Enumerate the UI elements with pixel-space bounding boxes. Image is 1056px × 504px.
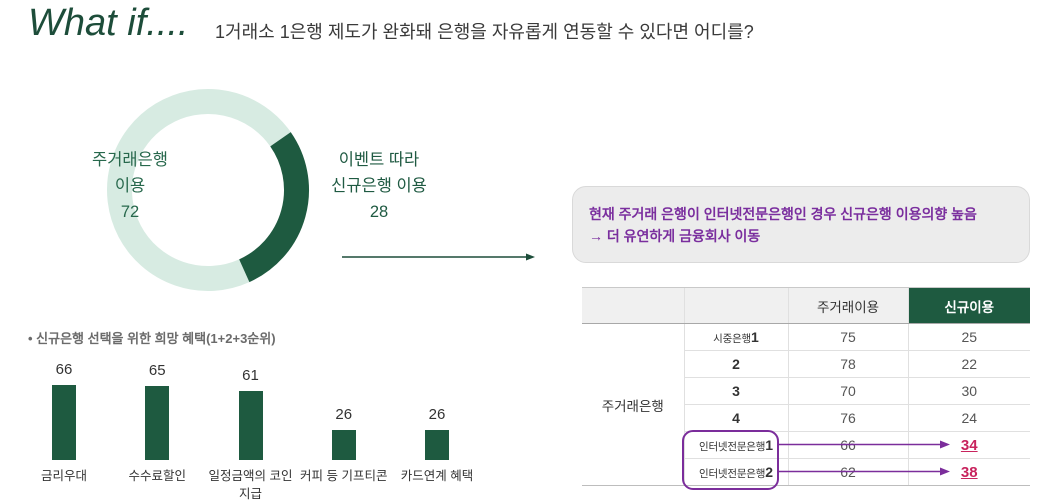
table-header-empty [582, 287, 684, 324]
new-use-value: 24 [907, 404, 1030, 432]
table-row: 4 76 24 [582, 404, 1030, 432]
bar-category-label: 커피 등 기프티콘 [300, 469, 388, 483]
bar [238, 390, 263, 460]
table-header-new-use: 신규이용 [907, 287, 1030, 324]
main-use-value: 78 [787, 350, 908, 378]
bar [425, 430, 449, 460]
bank-rank: 3 [732, 383, 740, 399]
flow-arrow-head [526, 253, 535, 261]
donut-label-line: 신규은행 이용 [331, 177, 427, 195]
main-use-value: 75 [787, 323, 908, 351]
bar-value-label: 66 [55, 361, 73, 378]
donut-label-main-bank: 주거래은행 이용 72 [60, 147, 200, 225]
page-subtitle: 1거래소 1은행 제도가 완화돼 은행을 자유롭게 연동할 수 있다면 어디를? [215, 22, 754, 42]
bank-rank: 1 [751, 328, 759, 345]
table-header-empty [683, 287, 788, 324]
donut-label-line: 이용 [114, 177, 146, 195]
bar-chart-title: • 신규은행 선택을 위한 희망 혜택(1+2+3순위) [28, 331, 276, 346]
donut-slice-1 [238, 132, 309, 283]
bar-chart: 66 금리우대 65 수수료할인 61 일정금액의 코인 지급 26 커피 등 기프티콘 26 카… [0, 340, 520, 504]
new-use-value: 25 [907, 323, 1030, 351]
table-header-row: 주거래이용 신규이용 [582, 287, 1030, 324]
comparison-table: 주거래이용 신규이용 주거래은행 시중은행1 75 25 2 78 22 3 70 30 4 76 24 인터… [582, 287, 1030, 486]
table-row: 주거래은행 시중은행1 75 25 [582, 323, 1030, 486]
insight-callout: 현재 주거래 은행이 인터넷전문은행인 경우 신규은행 이용의향 높음 → 더 … [572, 186, 1030, 263]
main-use-value: 62 [787, 458, 908, 486]
table-body: 주거래은행 시중은행1 75 25 2 78 22 3 70 30 4 76 24 인터넷전문은행1 66 3… [582, 323, 1030, 486]
bar-value-label: 65 [148, 362, 166, 380]
bank-label: 3 [683, 377, 788, 405]
table-row: 2 78 22 [582, 350, 1030, 378]
donut-chart [107, 89, 309, 291]
donut-label-line: 주거래은행 [92, 151, 168, 169]
donut-slice-0 [107, 89, 291, 291]
main-use-value: 66 [787, 431, 908, 459]
new-use-value: 34 [907, 431, 1030, 459]
row-group-label: 주거래은행 [582, 323, 684, 486]
new-use-value-highlight: 38 [960, 463, 978, 481]
bank-rank: 4 [732, 410, 740, 426]
bank-label: 인터넷전문은행2 [683, 458, 788, 486]
main-use-value: 70 [787, 377, 908, 405]
bar-value-label: 26 [335, 406, 353, 424]
callout-line: → 더 유연하게 금융회사 이동 [589, 228, 761, 244]
bar [52, 385, 76, 460]
bank-type: 인터넷전문은행 [698, 440, 766, 453]
page-title: What if.... [28, 2, 189, 44]
donut-value: 72 [120, 203, 140, 221]
bar-category-label: 카드연계 혜택 [400, 469, 474, 483]
bank-label: 시중은행1 [683, 323, 788, 351]
bar [331, 430, 356, 460]
table-row: 3 70 30 [582, 377, 1030, 405]
donut-label-new-bank: 이벤트 따라 신규은행 이용 28 [309, 147, 449, 225]
bank-label: 2 [683, 350, 788, 378]
new-use-value: 30 [907, 377, 1030, 405]
new-use-value: 22 [907, 350, 1030, 378]
bar [145, 386, 170, 460]
bank-type: 인터넷전문은행 [698, 467, 766, 480]
new-use-value-highlight: 34 [960, 436, 978, 454]
table-header-main-use: 주거래이용 [787, 287, 908, 324]
bar-value-label: 61 [242, 366, 259, 384]
bar-category-label: 일정금액의 코인 지급 [208, 469, 293, 501]
bank-rank: 2 [765, 463, 774, 480]
bank-label: 인터넷전문은행1 [683, 431, 788, 459]
callout-line: 현재 주거래 은행이 인터넷전문은행인 경우 신규은행 이용의향 높음 [589, 206, 977, 222]
bank-type: 시중은행 [713, 332, 752, 345]
bar-category-label: 금리우대 [40, 469, 87, 483]
donut-value: 28 [369, 203, 389, 221]
bar-value-label: 26 [428, 406, 446, 424]
flow-arrow [342, 253, 535, 261]
bar-category-label: 수수료할인 [128, 469, 186, 483]
donut-label-line: 이벤트 따라 [338, 151, 420, 169]
main-use-value: 76 [787, 404, 908, 432]
bank-rank: 2 [732, 356, 740, 372]
bank-label: 4 [683, 404, 788, 432]
table-header: 주거래이용 신규이용 [582, 287, 1030, 324]
new-use-value: 38 [907, 458, 1030, 486]
bank-rank: 1 [765, 436, 774, 453]
